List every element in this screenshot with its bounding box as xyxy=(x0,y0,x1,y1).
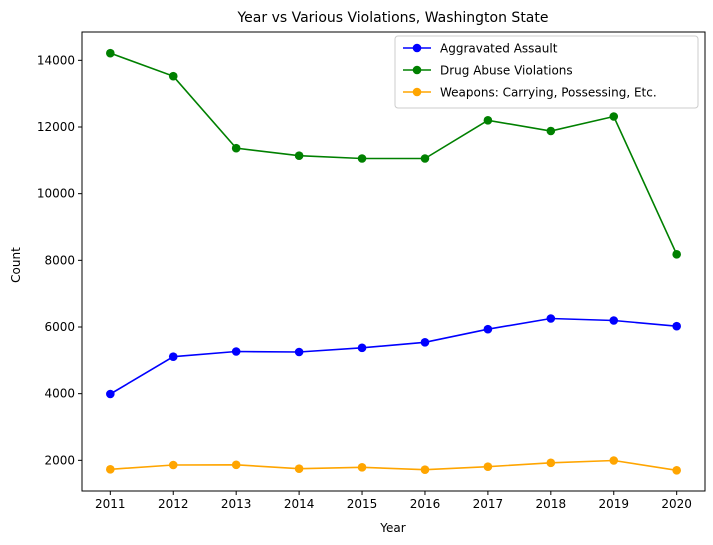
y-tick-label: 4000 xyxy=(44,387,75,401)
data-point xyxy=(231,143,241,153)
data-point xyxy=(294,464,304,473)
series-line xyxy=(110,52,678,255)
legend-marker xyxy=(412,43,422,53)
data-point xyxy=(357,463,367,472)
data-point xyxy=(357,343,367,353)
data-point xyxy=(483,462,493,471)
data-point xyxy=(231,347,241,356)
data-point xyxy=(672,466,681,475)
data-point xyxy=(546,314,556,323)
legend-entry: Weapons: Carrying, Possessing, Etc. xyxy=(440,86,657,100)
x-tick-label: 2013 xyxy=(221,497,252,511)
data-point xyxy=(672,250,681,259)
data-point xyxy=(106,465,115,474)
x-axis-label: Year xyxy=(379,521,405,535)
legend-entry: Drug Abuse Violations xyxy=(440,64,573,78)
x-tick-label: 2011 xyxy=(95,497,126,511)
legend-entry: Aggravated Assault xyxy=(440,42,558,56)
chart-title: Year vs Various Violations, Washington S… xyxy=(236,10,548,26)
y-tick-label: 8000 xyxy=(44,253,75,267)
data-point xyxy=(231,460,241,470)
x-tick-label: 2014 xyxy=(284,497,315,511)
x-tick-label: 2016 xyxy=(410,497,441,511)
data-point xyxy=(546,458,556,468)
legend-marker xyxy=(412,65,422,75)
y-tick-label: 2000 xyxy=(44,453,75,467)
data-point xyxy=(294,151,304,160)
plot-frame xyxy=(81,31,706,492)
series-line xyxy=(110,459,677,472)
data-point xyxy=(168,71,178,81)
y-tick-label: 10000 xyxy=(37,187,75,201)
data-point xyxy=(609,316,619,325)
y-tick-label: 14000 xyxy=(37,53,75,67)
x-tick-label: 2019 xyxy=(598,497,629,511)
legend-marker xyxy=(412,87,422,97)
plot-area: 2011 2012 2013 2014 2015 2016 2017 2018 2019 2020… xyxy=(37,31,706,511)
data-point xyxy=(609,456,619,465)
x-tick-label: 2015 xyxy=(347,497,378,511)
y-tick-label: 12000 xyxy=(37,120,75,134)
data-point xyxy=(420,465,430,474)
y-axis-label: Count xyxy=(9,247,23,283)
data-point xyxy=(546,126,556,136)
data-point xyxy=(672,321,681,331)
data-point xyxy=(483,324,493,334)
x-tick-label: 2012 xyxy=(158,497,189,511)
data-point xyxy=(483,116,493,125)
data-point xyxy=(168,352,178,361)
x-tick-label: 2018 xyxy=(536,497,567,511)
data-point xyxy=(420,338,430,347)
data-point xyxy=(357,154,367,163)
data-point xyxy=(420,154,430,163)
y-tick-label: 6000 xyxy=(44,320,75,334)
series-line xyxy=(109,317,677,395)
data-point xyxy=(168,460,178,470)
x-tick-label: 2020 xyxy=(661,497,692,511)
data-point xyxy=(106,389,115,399)
x-tick-label: 2017 xyxy=(473,497,504,511)
legend-box xyxy=(394,35,699,109)
data-point xyxy=(294,347,304,357)
data-point xyxy=(106,48,115,58)
data-point xyxy=(609,112,619,121)
